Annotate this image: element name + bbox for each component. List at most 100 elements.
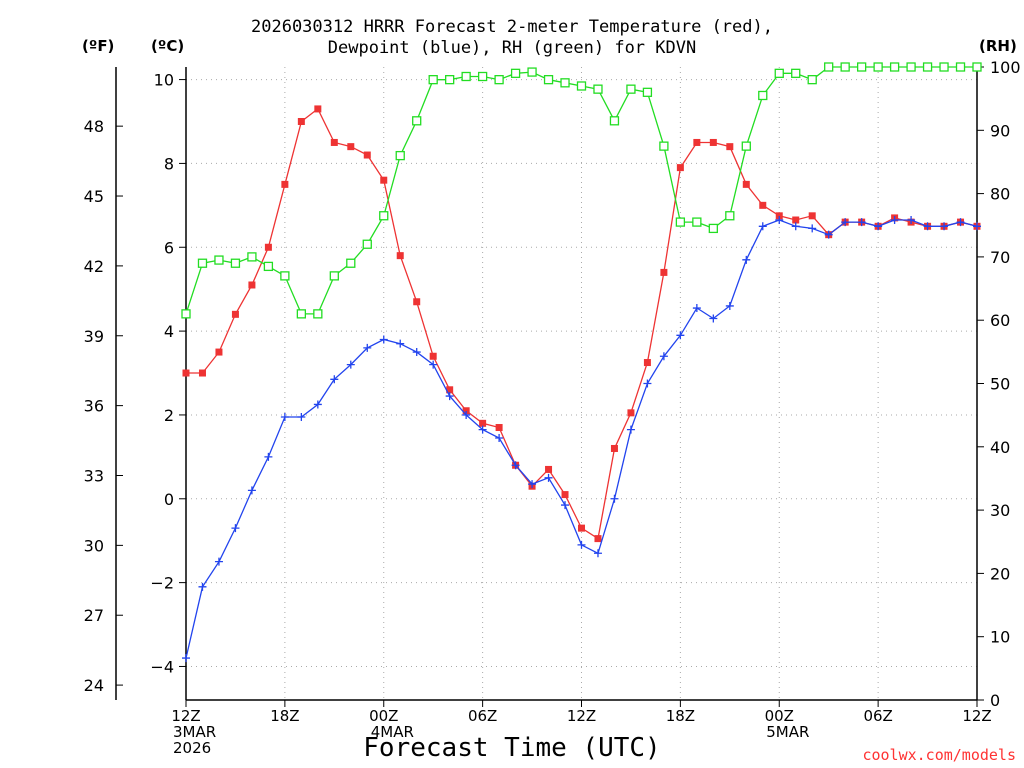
rh-point xyxy=(313,309,323,319)
dewpoint-point xyxy=(346,360,355,369)
dewpoint-point xyxy=(198,582,207,591)
dewpoint-point xyxy=(923,222,932,231)
dewpoint-point xyxy=(874,222,883,231)
rh-point xyxy=(642,87,653,97)
x-tick-label: 00Z xyxy=(765,707,794,725)
series-line-temperature xyxy=(186,107,978,540)
rh-point xyxy=(543,75,554,85)
fahrenheit-tick-label: 24 xyxy=(84,676,104,695)
rh-point xyxy=(889,62,900,72)
fahrenheit-tick-label: 30 xyxy=(84,536,104,555)
x-tick-label: 06Z xyxy=(863,707,892,725)
rh-point xyxy=(725,211,735,221)
grid-lines xyxy=(186,67,977,700)
dewpoint-point xyxy=(577,540,586,549)
rh-point xyxy=(247,252,257,262)
dewpoint-point xyxy=(626,425,635,434)
temperature-point xyxy=(396,252,404,260)
series-line-rh xyxy=(185,66,977,315)
rh-point xyxy=(230,258,241,268)
temperature-point xyxy=(215,348,223,356)
temperature-point xyxy=(281,180,289,188)
rh-point xyxy=(873,62,883,72)
rh-point xyxy=(362,239,372,249)
rh-point xyxy=(675,217,686,227)
fahrenheit-tick-label: 42 xyxy=(84,257,104,276)
rh-point xyxy=(626,84,636,94)
dewpoint-point xyxy=(379,335,388,344)
dewpoint-point xyxy=(643,379,652,388)
rh-point xyxy=(840,62,850,72)
chart-title-line-1: 2026030312 HRRR Forecast 2-meter Tempera… xyxy=(251,17,773,37)
rh-point xyxy=(494,75,504,85)
celsius-tick-label: 2 xyxy=(164,406,174,425)
rh-point xyxy=(477,71,488,82)
celsius-tick-label: 4 xyxy=(164,322,174,341)
dewpoint-point xyxy=(363,343,372,352)
dewpoint-point xyxy=(264,452,273,461)
dewpoint-point xyxy=(528,480,537,489)
rh-unit-label: (RH) xyxy=(979,37,1017,55)
temperature-point xyxy=(429,352,437,360)
rh-tick-label: 0 xyxy=(990,691,1000,710)
temperature-point xyxy=(643,359,651,367)
celsius-tick-label: −2 xyxy=(150,574,174,593)
temperature-point xyxy=(347,143,355,151)
temperature-point xyxy=(808,212,816,220)
rh-point xyxy=(593,84,603,94)
rh-tick-label: 90 xyxy=(990,121,1010,140)
dewpoint-point xyxy=(956,218,965,227)
rh-point xyxy=(609,116,620,126)
temperature-point xyxy=(462,407,470,415)
temperature-point xyxy=(759,201,767,209)
x-tick-label: 06Z xyxy=(468,707,497,725)
rh-point xyxy=(708,223,718,234)
dewpoint-point xyxy=(890,216,899,225)
temperature-point xyxy=(676,164,684,172)
tick-labels: −4−2024681024273033363942454801020304050… xyxy=(84,58,1021,757)
dewpoint-point xyxy=(907,216,916,225)
fahrenheit-tick-label: 48 xyxy=(84,117,104,136)
temperature-point xyxy=(314,105,322,113)
rh-tick-label: 70 xyxy=(990,248,1010,267)
x-tick-label: 12Z xyxy=(962,707,991,725)
dewpoint-point xyxy=(610,494,619,503)
x-tick-label: 4MAR xyxy=(371,723,414,741)
temperature-point xyxy=(380,176,388,184)
rh-point xyxy=(791,68,801,78)
dewpoint-point xyxy=(495,433,504,442)
dewpoint-point xyxy=(330,375,339,384)
temperature-point xyxy=(775,212,783,220)
celsius-unit-label: (ºC) xyxy=(151,37,185,55)
temperature-point xyxy=(479,419,487,427)
rh-tick-label: 40 xyxy=(990,438,1010,457)
temperature-point xyxy=(610,444,618,452)
temperature-point xyxy=(330,138,338,146)
rh-point xyxy=(922,62,933,72)
rh-point xyxy=(576,81,587,91)
dewpoint-point xyxy=(940,222,949,231)
fahrenheit-unit-label: (ºF) xyxy=(82,37,115,55)
temperature-point xyxy=(693,138,701,146)
dewpoint-point xyxy=(280,413,289,422)
rh-point xyxy=(774,68,784,78)
chart-title-line-2: Dewpoint (blue), RH (green) for KDVN xyxy=(327,38,697,58)
temperature-point xyxy=(182,369,190,377)
rh-point xyxy=(346,258,356,268)
dewpoint-point xyxy=(412,348,421,357)
celsius-tick-label: 0 xyxy=(164,490,174,509)
temperature-point xyxy=(198,369,206,377)
rh-point xyxy=(906,62,916,72)
rh-point xyxy=(560,78,570,88)
dewpoint-point xyxy=(231,524,240,533)
dewpoint-point xyxy=(692,304,701,313)
fahrenheit-tick-label: 45 xyxy=(84,187,104,206)
dewpoint-point xyxy=(478,425,487,434)
rh-point xyxy=(263,261,274,272)
dewpoint-point xyxy=(775,216,784,225)
dewpoint-point xyxy=(725,301,734,310)
celsius-tick-label: −4 xyxy=(150,657,174,676)
rh-point xyxy=(659,141,669,151)
rh-point xyxy=(824,62,834,72)
axes xyxy=(115,66,984,707)
